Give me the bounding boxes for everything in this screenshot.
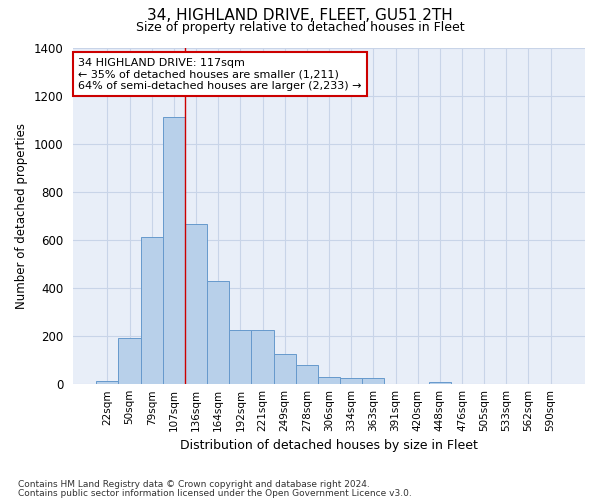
Bar (362, 378, 385, 384)
Bar (296, 365, 318, 384)
Bar (96, 380, 118, 384)
Bar (274, 354, 296, 384)
Bar (140, 238, 163, 384)
Bar (185, 224, 207, 384)
Bar (429, 382, 451, 384)
Y-axis label: Number of detached properties: Number of detached properties (15, 123, 28, 309)
Text: 34 HIGHLAND DRIVE: 117sqm
← 35% of detached houses are smaller (1,211)
64% of se: 34 HIGHLAND DRIVE: 117sqm ← 35% of detac… (78, 58, 362, 91)
Text: 34, HIGHLAND DRIVE, FLEET, GU51 2TH: 34, HIGHLAND DRIVE, FLEET, GU51 2TH (147, 8, 453, 22)
Text: Contains HM Land Registry data © Crown copyright and database right 2024.: Contains HM Land Registry data © Crown c… (18, 480, 370, 489)
Bar (340, 378, 362, 384)
X-axis label: Distribution of detached houses by size in Fleet: Distribution of detached houses by size … (180, 440, 478, 452)
Bar (118, 338, 140, 384)
Bar (207, 281, 229, 384)
Text: Contains public sector information licensed under the Open Government Licence v3: Contains public sector information licen… (18, 488, 412, 498)
Bar (318, 377, 340, 384)
Bar (229, 330, 251, 384)
Bar (251, 330, 274, 384)
Bar (163, 117, 185, 384)
Text: Size of property relative to detached houses in Fleet: Size of property relative to detached ho… (136, 21, 464, 34)
